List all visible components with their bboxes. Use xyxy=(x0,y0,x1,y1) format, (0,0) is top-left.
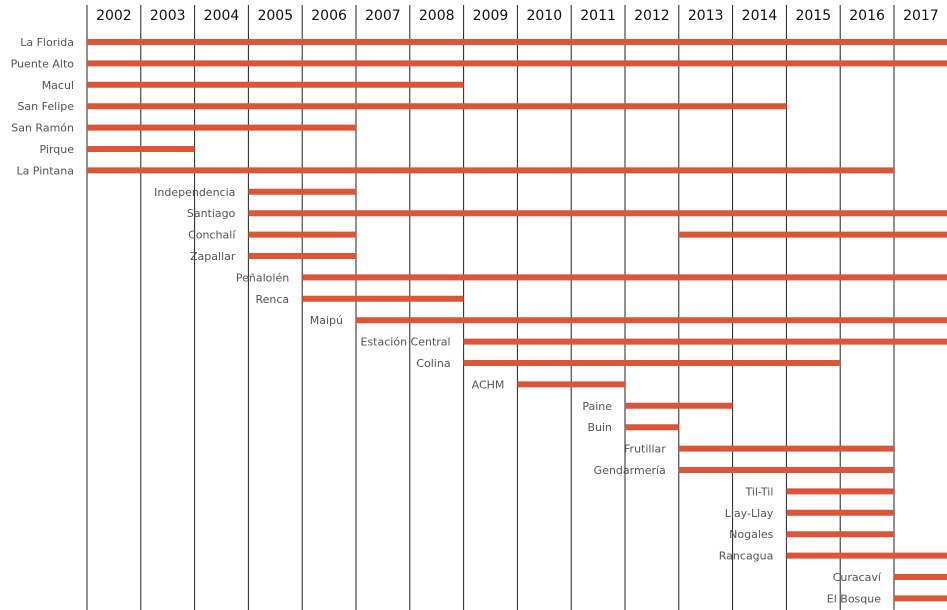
row-label: Llay-Llay xyxy=(725,507,774,520)
year-tick-label: 2014 xyxy=(742,8,778,24)
row-label: ACHM xyxy=(472,378,505,391)
year-tick-label: 2016 xyxy=(849,8,885,24)
year-tick-label: 2013 xyxy=(688,8,724,24)
row-label: La Florida xyxy=(20,36,74,49)
row-label: Puente Alto xyxy=(11,57,75,70)
row-label: La Pintana xyxy=(16,164,74,177)
year-tick-label: 2012 xyxy=(634,8,670,24)
year-tick-label: 2010 xyxy=(526,8,562,24)
row-label: Nogales xyxy=(729,528,774,541)
year-tick-label: 2002 xyxy=(96,8,132,24)
year-tick-label: 2011 xyxy=(580,8,616,24)
row-label: Rancagua xyxy=(719,550,774,563)
row-label: San Felipe xyxy=(17,100,74,113)
year-tick-label: 2008 xyxy=(419,8,455,24)
row-label: San Ramón xyxy=(11,122,74,135)
year-tick-label: 2017 xyxy=(903,8,939,24)
row-label: Peñalolén xyxy=(236,271,289,284)
row-label: Conchalí xyxy=(188,229,236,242)
row-label: Paine xyxy=(582,400,612,413)
row-label: Independencia xyxy=(154,186,235,199)
row-label: Gendarmería xyxy=(594,464,666,477)
year-tick-label: 2006 xyxy=(311,8,347,24)
year-tick-label: 2007 xyxy=(365,8,401,24)
year-tick-label: 2015 xyxy=(795,8,831,24)
row-label: El Bosque xyxy=(827,592,881,605)
year-tick-label: 2004 xyxy=(204,8,240,24)
year-tick-label: 2003 xyxy=(150,8,186,24)
row-label: Til-Til xyxy=(744,485,773,498)
row-label: Buin xyxy=(587,421,612,434)
row-label: Estación Central xyxy=(361,336,451,349)
row-label: Pirque xyxy=(40,143,75,156)
row-label: Frutillar xyxy=(624,443,666,456)
row-label: Renca xyxy=(256,293,290,306)
row-label: Macul xyxy=(42,79,74,92)
row-label: Santiago xyxy=(187,207,236,220)
row-label: Zapallar xyxy=(190,250,236,263)
year-tick-label: 2005 xyxy=(257,8,293,24)
row-label: Curacaví xyxy=(833,571,882,584)
row-label: Maipú xyxy=(310,314,343,327)
year-tick-label: 2009 xyxy=(473,8,509,24)
row-label: Colina xyxy=(416,357,450,370)
